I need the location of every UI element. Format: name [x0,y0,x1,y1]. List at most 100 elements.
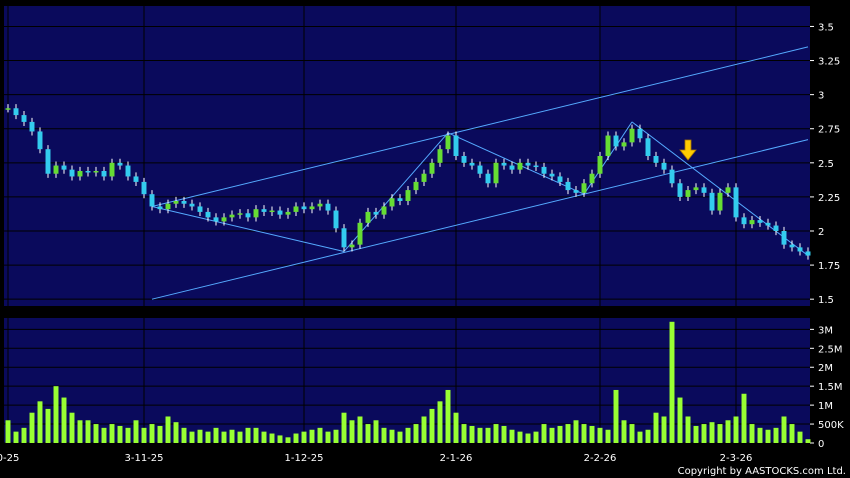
candle-body [357,222,363,245]
volume-bar [653,412,659,443]
price-y-tick-label: 3.25 [818,57,840,68]
x-tick-label: 2-1-26 [440,453,473,464]
x-tick-label: 3-11-25 [124,453,163,464]
candle-body [469,162,475,166]
candle-body [29,121,35,132]
candle-body [85,171,91,173]
candle-body [741,217,747,225]
candle-body [413,181,419,191]
volume-bar [549,427,555,443]
volume-bar [261,431,267,443]
candle-body [565,181,571,191]
candle-body [69,169,75,177]
volume-bar [565,424,571,443]
volume-bar [477,427,483,443]
trend-line [151,205,345,252]
candle-body [365,211,371,223]
x-tick-label: 2-3-26 [720,453,753,464]
volume-bar [485,427,491,443]
volume-bar [173,422,179,443]
volume-bar [533,431,539,443]
volume-bar [141,427,147,443]
volume-bar [85,420,91,443]
volume-bar [205,431,211,443]
candle-body [637,128,643,139]
candle-body [429,162,435,174]
price-y-tick-label: 1.5 [818,295,834,306]
candle-body [381,206,387,215]
volume-bar [573,420,579,443]
volume-bar [725,420,731,443]
price-plot-area [4,6,810,306]
volume-bar [357,416,363,443]
candle-body [285,211,291,215]
candle-body [765,222,771,226]
candle-body [269,210,275,213]
volume-bar [221,431,227,443]
candle-body [773,225,779,231]
trend-line [447,132,585,195]
candle-body [421,173,427,182]
volume-bar [757,427,763,443]
candle-body [797,247,803,252]
volume-bar [805,439,811,443]
volume-bar [685,416,691,443]
volume-bar [781,416,787,443]
volume-bar [469,425,475,443]
volume-bar [309,429,315,443]
x-tick-label: 2-2-26 [584,453,617,464]
candle-body [109,162,115,177]
volume-bar [253,427,259,443]
candle-body [725,187,731,193]
volume-bar [789,424,795,443]
volume-bar [517,431,523,443]
volume-bar [165,416,171,443]
candle-body [237,213,243,215]
candle-body [541,166,547,174]
volume-bar [405,427,411,443]
volume-bar [53,386,59,443]
trend-line [151,139,809,300]
price-y-tick-label: 2.75 [818,125,840,136]
volume-bar [381,427,387,443]
volume-bar [581,424,587,443]
volume-bar [437,401,443,443]
candle-body [437,149,443,163]
volume-bar [597,427,603,443]
candle-body [5,108,11,110]
x-tick-label: 1-12-25 [284,453,323,464]
volume-bar [621,420,627,443]
candle-body [781,231,787,245]
candle-body [605,135,611,156]
candle-body [133,176,139,182]
candle-body [245,213,251,218]
volume-bar [365,424,371,443]
volume-bar [341,412,347,443]
volume-bar [45,408,51,443]
volume-bar [717,424,723,443]
candle-body [581,183,587,193]
candle-body [341,228,347,248]
volume-bar [677,397,683,443]
volume-bar [13,431,19,443]
volume-bar [589,425,595,443]
candle-body [61,165,67,170]
volume-bar [645,429,651,443]
candle-body [589,173,595,184]
volume-bar [93,424,99,443]
candle-body [277,210,283,215]
volume-bar [797,431,803,443]
volume-bar [525,433,531,443]
volume-bar [421,416,427,443]
candle-body [789,244,795,248]
candle-body [93,171,99,173]
volume-bar [61,397,67,443]
trend-line [151,46,809,207]
volume-bar [149,424,155,443]
candle-body [549,173,555,177]
candle-body [685,190,691,197]
candle-body [493,162,499,184]
volume-bar [493,424,499,443]
candle-body [189,203,195,207]
